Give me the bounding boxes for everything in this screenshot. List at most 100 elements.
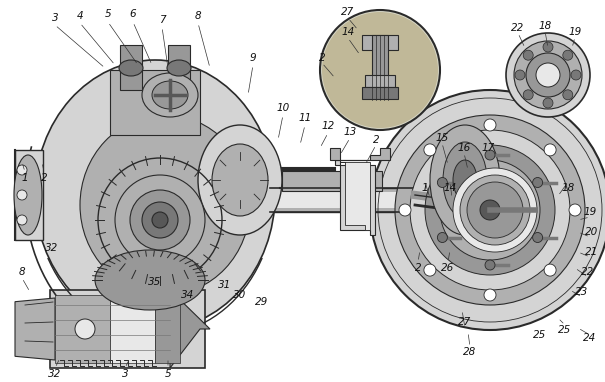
Bar bbox=[55, 295, 110, 363]
Circle shape bbox=[506, 33, 590, 117]
Text: 28: 28 bbox=[463, 347, 477, 357]
Ellipse shape bbox=[167, 60, 191, 76]
Ellipse shape bbox=[467, 182, 523, 238]
Polygon shape bbox=[170, 290, 210, 368]
Circle shape bbox=[526, 53, 570, 97]
Circle shape bbox=[563, 90, 573, 100]
Text: 31: 31 bbox=[218, 280, 232, 290]
Bar bbox=[365, 75, 395, 87]
Bar bbox=[372, 35, 388, 90]
Circle shape bbox=[514, 41, 582, 109]
Polygon shape bbox=[330, 148, 390, 160]
Text: 15: 15 bbox=[436, 133, 449, 143]
Text: 22: 22 bbox=[511, 23, 525, 33]
Circle shape bbox=[536, 63, 560, 87]
Text: 5: 5 bbox=[105, 9, 111, 19]
Text: 30: 30 bbox=[234, 290, 247, 300]
Polygon shape bbox=[15, 298, 55, 360]
Circle shape bbox=[544, 144, 556, 156]
Circle shape bbox=[322, 12, 438, 128]
Circle shape bbox=[543, 98, 553, 108]
Ellipse shape bbox=[430, 125, 500, 235]
Circle shape bbox=[484, 119, 496, 131]
Text: 2: 2 bbox=[41, 173, 47, 183]
Text: 13: 13 bbox=[344, 127, 356, 137]
Text: 5: 5 bbox=[165, 369, 171, 379]
Text: 35: 35 bbox=[148, 277, 162, 287]
Circle shape bbox=[480, 200, 500, 220]
Text: 34: 34 bbox=[182, 290, 195, 300]
Ellipse shape bbox=[130, 190, 190, 250]
Bar bbox=[120, 45, 142, 90]
Circle shape bbox=[455, 175, 525, 245]
Text: 8: 8 bbox=[195, 11, 201, 21]
Circle shape bbox=[425, 145, 555, 275]
Text: 11: 11 bbox=[298, 113, 312, 123]
Circle shape bbox=[532, 178, 543, 188]
Circle shape bbox=[17, 165, 27, 175]
Bar bbox=[168, 45, 190, 90]
Bar bbox=[270, 192, 415, 208]
Circle shape bbox=[437, 233, 447, 243]
Ellipse shape bbox=[35, 60, 275, 330]
Circle shape bbox=[17, 215, 27, 225]
Ellipse shape bbox=[142, 73, 198, 117]
Text: 14: 14 bbox=[443, 183, 457, 193]
Circle shape bbox=[523, 90, 533, 100]
Text: 12: 12 bbox=[321, 121, 335, 131]
Ellipse shape bbox=[142, 202, 178, 238]
Text: 6: 6 bbox=[129, 9, 136, 19]
Ellipse shape bbox=[95, 250, 205, 310]
Text: 32: 32 bbox=[45, 243, 59, 253]
Text: 16: 16 bbox=[457, 143, 471, 153]
Circle shape bbox=[17, 190, 27, 200]
Text: 18: 18 bbox=[561, 183, 575, 193]
Circle shape bbox=[320, 10, 440, 130]
Circle shape bbox=[563, 50, 573, 60]
Text: 32: 32 bbox=[48, 369, 62, 379]
Text: 14: 14 bbox=[341, 27, 355, 37]
Ellipse shape bbox=[198, 125, 282, 235]
Circle shape bbox=[75, 319, 95, 339]
Text: 2: 2 bbox=[414, 263, 421, 273]
Text: 27: 27 bbox=[341, 7, 355, 17]
Text: 22: 22 bbox=[581, 267, 595, 277]
Circle shape bbox=[485, 150, 495, 160]
Circle shape bbox=[424, 144, 436, 156]
Text: 1: 1 bbox=[22, 173, 28, 183]
Text: 9: 9 bbox=[250, 53, 257, 63]
Circle shape bbox=[523, 50, 533, 60]
Ellipse shape bbox=[152, 81, 188, 109]
Text: 2: 2 bbox=[319, 53, 325, 63]
Polygon shape bbox=[340, 162, 370, 230]
Text: 25: 25 bbox=[534, 330, 547, 340]
Circle shape bbox=[515, 70, 525, 80]
Text: 19: 19 bbox=[583, 207, 597, 217]
Text: 3: 3 bbox=[51, 13, 58, 23]
Text: 19: 19 bbox=[568, 27, 581, 37]
Text: 21: 21 bbox=[586, 247, 598, 257]
Bar bbox=[110, 70, 200, 135]
Circle shape bbox=[437, 178, 447, 188]
Circle shape bbox=[543, 42, 553, 52]
Text: 26: 26 bbox=[442, 263, 454, 273]
Bar bbox=[282, 171, 382, 191]
Text: 3: 3 bbox=[122, 369, 128, 379]
Circle shape bbox=[370, 90, 605, 330]
Circle shape bbox=[569, 204, 581, 216]
Text: 20: 20 bbox=[586, 227, 598, 237]
Text: 7: 7 bbox=[159, 15, 165, 25]
Text: 24: 24 bbox=[583, 333, 597, 343]
Ellipse shape bbox=[14, 155, 42, 235]
Bar bbox=[270, 188, 415, 212]
Ellipse shape bbox=[152, 212, 168, 228]
Circle shape bbox=[399, 204, 411, 216]
Bar bbox=[110, 295, 155, 363]
Bar bbox=[155, 295, 180, 363]
Ellipse shape bbox=[453, 160, 477, 200]
Circle shape bbox=[470, 190, 510, 230]
Text: 4: 4 bbox=[77, 11, 83, 21]
Bar bbox=[362, 87, 398, 99]
Ellipse shape bbox=[443, 142, 487, 218]
Circle shape bbox=[410, 130, 570, 290]
